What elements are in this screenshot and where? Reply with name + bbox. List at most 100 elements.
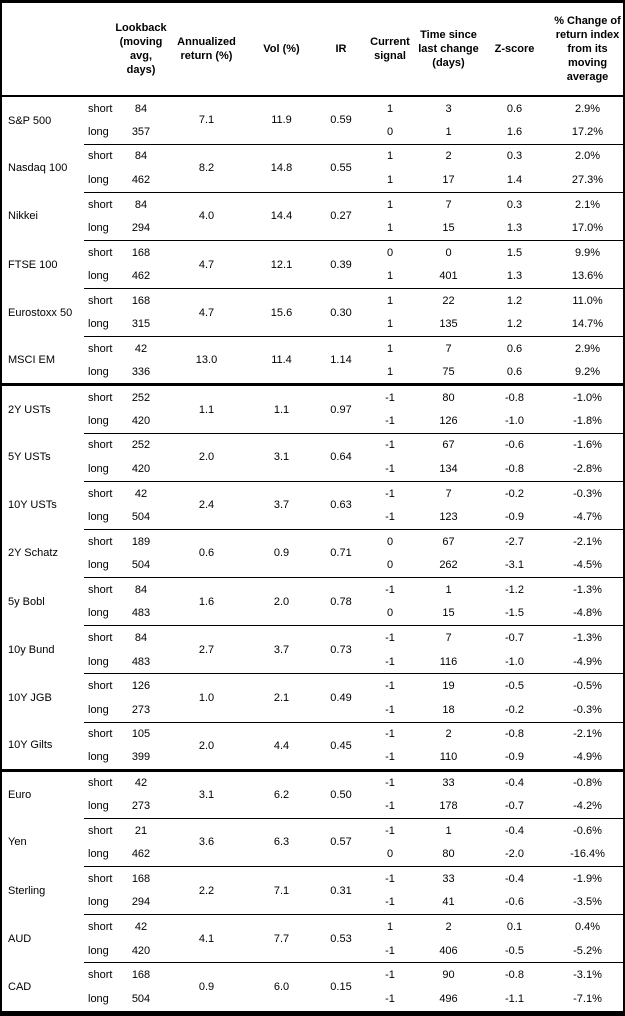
pct-change-cell: -1.8%	[573, 414, 602, 427]
pct-change-cell: 17.0%	[571, 222, 604, 235]
leg-cell: long	[88, 607, 109, 620]
annualized-return-cell: 4.7	[168, 288, 245, 337]
current-signal-cell: 1	[386, 222, 394, 235]
leg-cell: short	[84, 528, 114, 554]
col-header-annualized-return: Annualized return (%)	[168, 3, 245, 97]
time-since-cell: 15	[442, 607, 455, 620]
table-row: long 336 1 75 0.6 9.2%	[2, 361, 625, 385]
table-row: 10Y JGB short 126 1.0 2.1 0.49 -1 19 -0.5 -0.5%	[2, 673, 625, 723]
vol-cell: 3.7	[245, 625, 318, 674]
pct-change-cell: -1.3%	[548, 625, 625, 650]
z-score-cell: -0.9	[505, 511, 524, 524]
table-row: CAD short 168 0.9 6.0 0.15 -1 90 -0.8 -3.1%	[2, 962, 625, 1011]
pct-change-cell: -5.2%	[573, 944, 602, 957]
time-since-cell: 17	[442, 174, 455, 187]
table-row: long 462 1 17 1.4 27.3%	[2, 168, 625, 192]
asset-name-cell: 10y Bund	[8, 643, 55, 656]
table-row: 2Y USTs short 252 1.1 1.1 0.97 -1 80 -0.8 -1.0%	[2, 383, 625, 434]
time-since-cell: 15	[442, 222, 455, 235]
asset-name-cell: Nasdaq 100	[8, 162, 68, 175]
asset-name-cell: Eurostoxx 50	[8, 306, 73, 319]
col-header-current-signal: Current signal	[364, 3, 416, 97]
ir-cell: 0.59	[330, 114, 352, 127]
z-score-cell: -0.6	[481, 432, 548, 458]
current-signal-cell: -1	[364, 768, 416, 795]
current-signal-cell: 0	[364, 528, 416, 554]
current-signal-cell: -1	[385, 896, 395, 909]
z-score-cell: -1.0	[505, 655, 524, 668]
asset-name-cell: Yen	[8, 836, 27, 849]
z-score-cell: -0.8	[481, 962, 548, 987]
table-row: long 357 0 1 1.6 17.2%	[2, 120, 625, 144]
annualized-return-cell: 4.0	[168, 191, 245, 241]
z-score-cell: -0.8	[481, 721, 548, 747]
time-since-cell: 33	[416, 768, 481, 795]
vol-cell: 4.4	[245, 721, 318, 771]
pct-change-cell: -3.1%	[548, 962, 625, 987]
z-score-cell: -0.2	[481, 480, 548, 506]
table-row: Euro short 42 3.1 6.2 0.50 -1 33 -0.4 -0.8%	[2, 768, 625, 819]
pct-change-cell: -0.3%	[548, 480, 625, 506]
z-score-cell: 1.3	[506, 270, 523, 283]
asset-name-cell: 10Y JGB	[8, 691, 52, 704]
time-since-cell: 0	[416, 239, 481, 265]
ir-cell: 0.39	[318, 239, 364, 289]
lookback-cell: 273	[131, 703, 151, 716]
ir-cell: 0.31	[318, 865, 364, 915]
pct-change-cell: -4.9%	[573, 655, 602, 668]
current-signal-cell: 1	[364, 143, 416, 169]
asset-name-cell: 10Y Gilts	[8, 739, 53, 752]
pct-change-cell: 0.4%	[548, 914, 625, 939]
current-signal-cell: 0	[386, 559, 394, 572]
leg-cell: long	[88, 125, 109, 138]
annualized-return-cell: 1.1	[168, 383, 245, 434]
table-row: long 273 -1 18 -0.2 -0.3%	[2, 698, 625, 722]
ir-cell: 0.63	[318, 480, 364, 530]
ir-cell: 1.14	[318, 336, 364, 385]
lookback-cell: 252	[114, 432, 168, 458]
table-row: S&P 500 short 84 7.1 11.9 0.59 1 3 0.6 2.9%	[2, 96, 625, 127]
z-score-cell: -2.0	[505, 848, 524, 861]
table-row: long 462 1 401 1.3 13.6%	[2, 265, 625, 289]
current-signal-cell: -1	[385, 800, 395, 813]
pct-change-cell: 17.2%	[571, 125, 604, 138]
annualized-return-cell: 13.0	[168, 336, 245, 385]
col-header-lookback: Lookback (moving avg, days)	[114, 3, 168, 97]
time-since-cell: 1	[416, 817, 481, 843]
leg-cell: short	[84, 625, 114, 650]
current-signal-cell: -1	[364, 577, 416, 602]
lookback-cell: 42	[114, 480, 168, 506]
pct-change-cell: -0.6%	[548, 817, 625, 843]
annualized-return-cell: 0.6	[168, 528, 245, 578]
leg-cell: long	[88, 944, 109, 957]
current-signal-cell: -1	[364, 962, 416, 987]
table-row: 2Y Schatz short 189 0.6 0.9 0.71 0 67 -2.7 -2.1%	[2, 528, 625, 578]
ir-cell: 0.78	[318, 577, 364, 626]
pct-change-cell: -16.4%	[570, 848, 605, 861]
leg-cell: long	[88, 559, 109, 572]
table-row: long 504 -1 496 -1.1 -7.1%	[2, 987, 625, 1011]
pct-change-cell: 9.2%	[574, 366, 601, 379]
current-signal-cell: -1	[385, 414, 395, 427]
leg-cell: short	[84, 962, 114, 987]
leg-cell: short	[84, 817, 114, 843]
lookback-cell: 189	[114, 528, 168, 554]
pct-change-cell: -3.5%	[573, 896, 602, 909]
pct-change-cell: -4.9%	[573, 751, 602, 764]
current-signal-cell: 0	[386, 125, 394, 138]
lookback-cell: 357	[131, 125, 151, 138]
z-score-cell: 0.3	[481, 191, 548, 217]
annualized-return-cell: 4.7	[168, 239, 245, 289]
lookback-cell: 294	[131, 896, 151, 909]
pct-change-cell: -2.1%	[548, 528, 625, 554]
z-score-cell: 0.1	[481, 914, 548, 939]
pct-change-cell: -2.1%	[548, 721, 625, 747]
table-row: long 483 0 15 -1.5 -4.8%	[2, 602, 625, 626]
vol-cell: 1.1	[245, 383, 318, 434]
ir-cell: 0.15	[318, 962, 364, 1011]
time-since-cell: 75	[442, 366, 455, 379]
pct-change-cell: -7.1%	[573, 992, 602, 1005]
time-since-cell: 178	[439, 800, 458, 813]
table-row: Nikkei short 84 4.0 14.4 0.27 1 7 0.3 2.1%	[2, 191, 625, 241]
vol-cell: 12.1	[245, 239, 318, 289]
